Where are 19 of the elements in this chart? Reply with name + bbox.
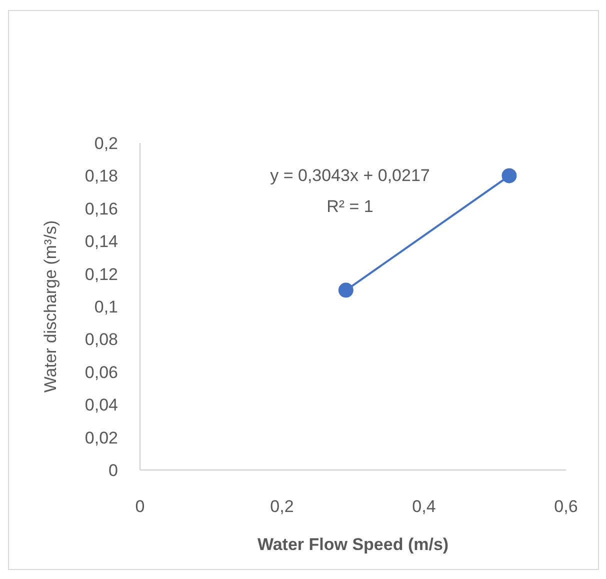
- y-tick-label: 0,14: [84, 232, 118, 252]
- y-tick-label: 0: [108, 460, 118, 480]
- y-axis-title: Water discharge (m³/s): [41, 220, 60, 393]
- annotation: y = 0,3043x + 0,0217: [270, 166, 430, 185]
- x-tick-label: 0,4: [412, 497, 436, 516]
- y-tick-label: 0,08: [84, 330, 118, 350]
- y-tick-label: 0,1: [94, 297, 118, 316]
- y-tick-label: 0,02: [84, 428, 118, 448]
- x-tick-label: 0,2: [270, 497, 294, 516]
- x-axis-title: Water Flow Speed (m/s): [257, 535, 449, 554]
- y-tick-label: 0,12: [84, 264, 118, 284]
- y-tick-label: 0,04: [84, 396, 118, 415]
- annotation: R² = 1: [326, 197, 374, 216]
- y-tick-label: 0,18: [84, 166, 118, 186]
- y-tick-label: 0,06: [84, 362, 118, 382]
- x-tick-label: 0: [135, 497, 145, 516]
- y-tick-label: 0,2: [94, 134, 118, 153]
- y-tick-label: 0,16: [84, 199, 118, 218]
- x-tick-label: 0,6: [554, 497, 578, 516]
